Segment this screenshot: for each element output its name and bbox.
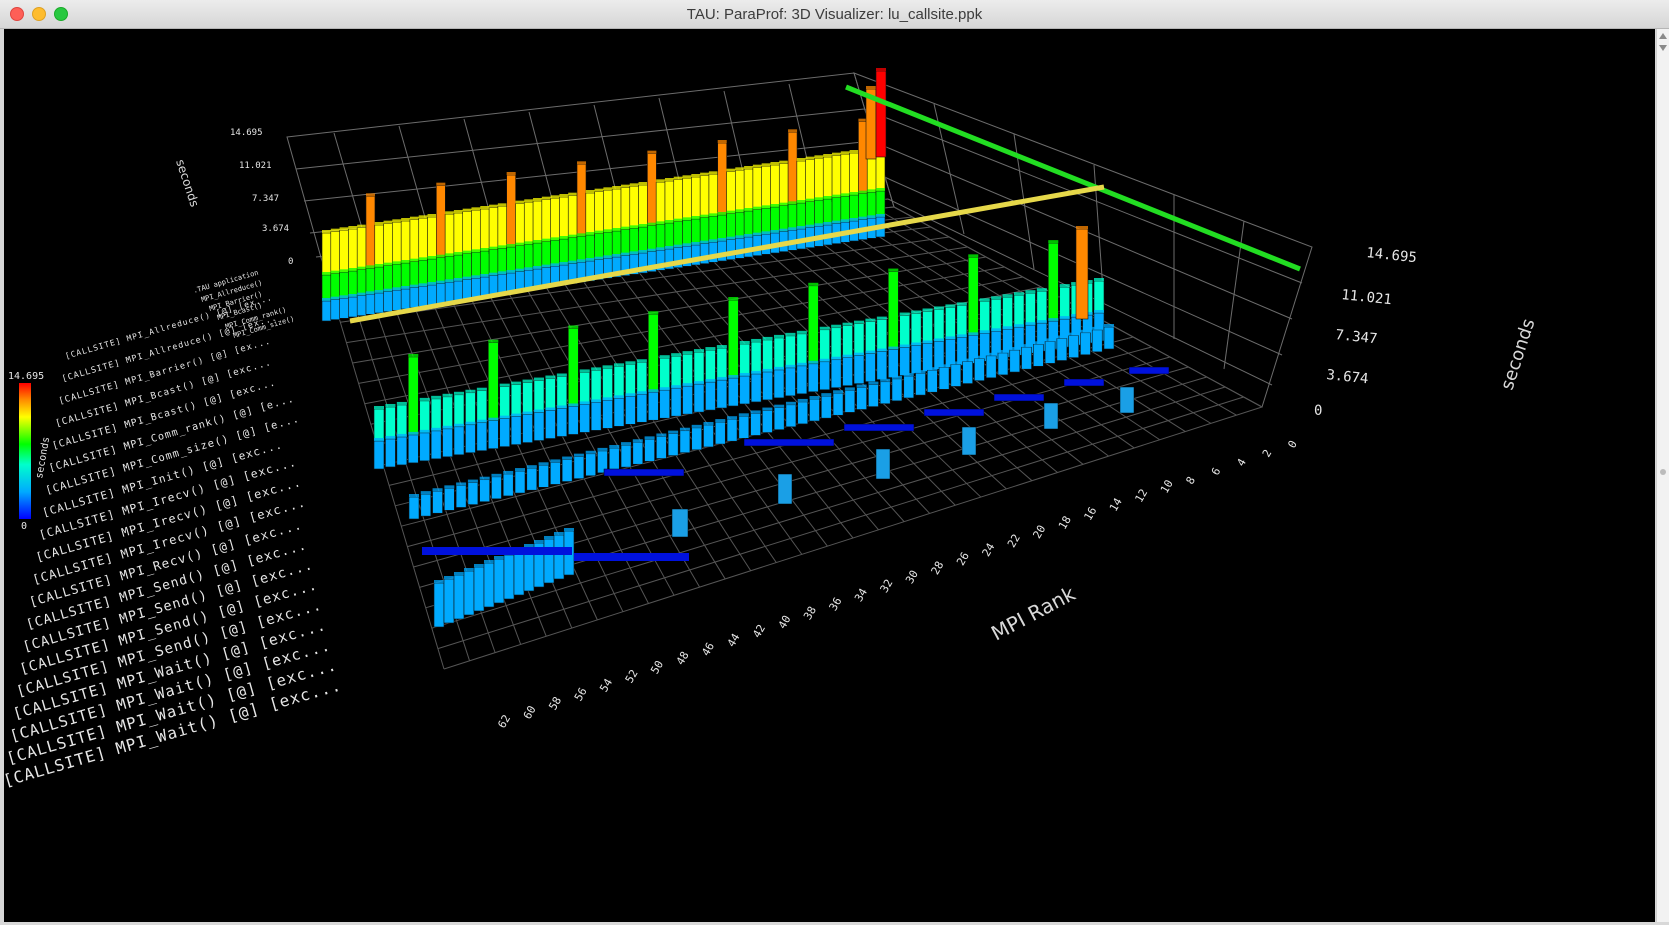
- back-z-axis: 14.695 11.021 7.347 3.674 0 seconds: [173, 128, 293, 267]
- scroll-down-arrow-icon[interactable]: [1659, 45, 1667, 51]
- minimize-button[interactable]: [32, 7, 46, 21]
- maximize-button[interactable]: [54, 7, 68, 21]
- rank-tick-label: 56: [572, 685, 590, 703]
- rank-tick-label: 12: [1132, 487, 1150, 505]
- rank-tick-label: 38: [801, 604, 819, 622]
- right-z-tick-4: 14.695: [1366, 245, 1418, 266]
- right-z-axis-title: seconds: [1497, 316, 1540, 392]
- rank-tick-label: 22: [1005, 532, 1023, 550]
- back-z-tick-4: 14.695: [230, 128, 263, 138]
- selected-rank-line: [845, 84, 1301, 272]
- selected-function-line: [349, 184, 1105, 324]
- rank-axis-title: MPI Rank: [987, 581, 1079, 645]
- right-z-tick-0: 0: [1314, 403, 1322, 419]
- rank-tick-label: 8: [1183, 474, 1198, 486]
- rank-tick-label: 4: [1234, 456, 1249, 469]
- rank-tick-label: 42: [750, 622, 768, 640]
- scroll-up-arrow-icon[interactable]: [1659, 33, 1667, 39]
- rank-tick-label: 26: [954, 550, 972, 568]
- vertical-scrollbar[interactable]: [1656, 29, 1669, 922]
- rank-tick-label: 40: [776, 613, 794, 631]
- rank-tick-label: 60: [521, 703, 539, 721]
- rank-tick-label: 54: [597, 676, 615, 694]
- legend-min: 0: [21, 521, 27, 532]
- title-bar[interactable]: TAU: ParaProf: 3D Visualizer: lu_callsit…: [0, 0, 1669, 29]
- rank-tick-label: 46: [699, 640, 717, 658]
- right-z-tick-2: 7.347: [1335, 327, 1379, 347]
- rank-tick-label: 32: [878, 577, 896, 595]
- right-z-axis: 14.695 11.021 7.347 3.674 0 seconds: [1314, 245, 1539, 419]
- rank-tick-label: 36: [827, 595, 845, 613]
- rank-axis: 0246810121416182022242628303234363840424…: [495, 438, 1300, 730]
- rank-tick-label: 16: [1081, 505, 1099, 523]
- back-z-tick-2: 7.347: [252, 194, 279, 204]
- rank-tick-label: 52: [623, 667, 641, 685]
- back-z-axis-title: seconds: [173, 158, 201, 209]
- data-bars: [321, 68, 1170, 628]
- rank-tick-label: 20: [1031, 523, 1049, 541]
- scroll-thumb[interactable]: [1660, 469, 1666, 475]
- rank-tick-label: 0: [1285, 438, 1300, 450]
- function-labels: [CALLSITE] MPI_Allreduce() [@] [ex...[CA…: [4, 293, 344, 790]
- right-z-tick-1: 3.674: [1326, 367, 1370, 387]
- rank-tick-label: 18: [1056, 514, 1074, 532]
- close-button[interactable]: [10, 7, 24, 21]
- 3d-visualizer-canvas[interactable]: 14.695 11.021 7.347 3.674 0 seconds 14.6…: [4, 29, 1655, 922]
- rank-tick-label: 10: [1158, 478, 1176, 496]
- rank-tick-label: 14: [1107, 495, 1125, 513]
- back-z-tick-3: 11.021: [239, 161, 272, 171]
- rank-tick-label: 50: [648, 658, 666, 676]
- legend-colorbar: [19, 383, 31, 519]
- rank-tick-label: 48: [674, 649, 692, 667]
- back-z-tick-0: 0: [288, 257, 293, 267]
- 3d-plot-svg[interactable]: 14.695 11.021 7.347 3.674 0 seconds 14.6…: [4, 29, 1655, 922]
- legend-max: 14.695: [8, 371, 44, 382]
- rank-tick-label: 6: [1209, 465, 1224, 477]
- right-z-tick-3: 11.021: [1341, 287, 1393, 308]
- rank-tick-label: 58: [546, 694, 564, 712]
- rank-tick-label: 2: [1260, 447, 1275, 459]
- rank-tick-label: 44: [725, 631, 743, 649]
- rank-tick-label: 34: [852, 586, 870, 604]
- rank-tick-label: 24: [980, 541, 998, 559]
- rank-tick-label: 28: [929, 559, 947, 577]
- window-title: TAU: ParaProf: 3D Visualizer: lu_callsit…: [686, 6, 983, 23]
- back-z-tick-1: 3.674: [262, 224, 289, 234]
- rank-tick-label: 62: [495, 713, 513, 731]
- rank-tick-label: 30: [903, 568, 921, 586]
